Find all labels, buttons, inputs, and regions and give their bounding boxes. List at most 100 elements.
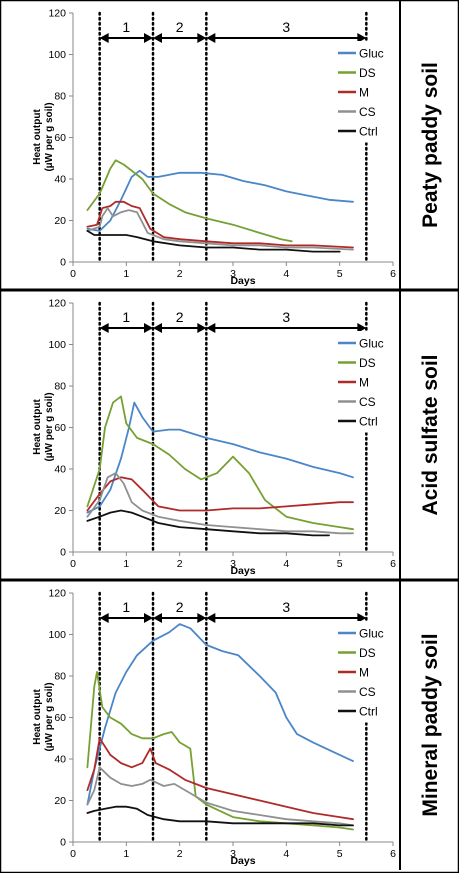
phase-arrowhead-left xyxy=(99,613,109,623)
y-tick-label: 0 xyxy=(60,547,66,559)
x-tick-label: 2 xyxy=(177,848,183,860)
legend: Gluc DS M CS Ctrl xyxy=(334,41,392,143)
y-axis-label-line: Heat output xyxy=(32,689,43,745)
series-line-m xyxy=(86,200,354,249)
legend-label: Ctrl xyxy=(359,415,378,429)
phase-arrowhead-right xyxy=(144,33,153,43)
y-tick-label: 60 xyxy=(54,132,66,144)
phase-arrowhead-right xyxy=(357,33,367,43)
x-axis-label: Days xyxy=(230,565,255,577)
x-tick-label: 1 xyxy=(123,268,129,280)
y-axis-label: Heat output(µW per g soil) xyxy=(32,102,55,171)
y-tick-label: 0 xyxy=(60,837,66,849)
x-tick-label: 2 xyxy=(177,558,183,570)
legend-label: Gluc xyxy=(359,47,384,61)
legend-label: Gluc xyxy=(359,337,384,351)
x-tick-label: 5 xyxy=(337,268,343,280)
legend-label: M xyxy=(359,666,369,680)
y-tick-label: 80 xyxy=(54,91,66,103)
y-axis-label-line: (µW per g soil) xyxy=(44,682,55,751)
legend-label: M xyxy=(359,86,369,100)
y-tick-label: 20 xyxy=(54,505,66,517)
series-line-m xyxy=(86,737,354,821)
y-tick-label: 100 xyxy=(48,49,66,61)
phase-arrowhead-right xyxy=(197,323,207,333)
legend-label: DS xyxy=(359,646,376,660)
y-axis-label-line: Heat output xyxy=(32,399,43,455)
y-tick-label: 40 xyxy=(54,464,66,476)
phase-arrowhead-right xyxy=(197,33,207,43)
legend-label: M xyxy=(359,376,369,390)
y-tick-label: 80 xyxy=(54,381,66,393)
phase-arrowhead-left xyxy=(206,33,216,43)
y-tick-label: 60 xyxy=(54,712,66,724)
phase-arrowhead-left xyxy=(153,613,162,623)
series-line-gluc xyxy=(86,401,354,514)
legend: Gluc DS M CS Ctrl xyxy=(334,331,392,433)
legend-label: DS xyxy=(359,356,376,370)
series-line-ctrl xyxy=(86,229,341,253)
panel-1: 0 20 40 60 80 100 120 0 1 2 3 4 5 6 Days Heat output(µW… xyxy=(32,0,442,290)
y-tick-label: 80 xyxy=(54,671,66,683)
x-tick-label: 0 xyxy=(70,848,76,860)
series-line-ds xyxy=(86,395,354,531)
phase-arrowhead-left xyxy=(153,33,162,43)
x-tick-label: 6 xyxy=(390,268,396,280)
phase-arrowhead-right xyxy=(144,613,153,623)
series-line-ds xyxy=(86,159,293,243)
phase-arrowhead-right xyxy=(357,323,367,333)
legend-label: Gluc xyxy=(359,627,384,641)
x-tick-label: 3 xyxy=(230,558,236,570)
phase-arrowhead-right xyxy=(144,323,153,333)
panel-label: Mineral paddy soil xyxy=(419,633,442,816)
panel-2: 0 20 40 60 80 100 120 0 1 2 3 4 5 6 Days Heat output(µW… xyxy=(0,288,459,580)
legend: Gluc DS M CS Ctrl xyxy=(334,621,392,723)
phase-arrowhead-left xyxy=(99,33,109,43)
x-axis-label: Days xyxy=(230,855,255,867)
series-line-gluc xyxy=(86,623,354,806)
panel-3: 0 20 40 60 80 100 120 0 1 2 3 4 5 6 Days Heat output(µW… xyxy=(0,578,459,870)
phase-arrowhead-left xyxy=(206,613,216,623)
x-tick-label: 3 xyxy=(230,268,236,280)
y-tick-label: 40 xyxy=(54,174,66,186)
y-tick-label: 120 xyxy=(48,298,66,310)
x-axis-label: Days xyxy=(230,275,255,287)
phase-arrowhead-left xyxy=(206,323,216,333)
y-axis-label-line: (µW per g soil) xyxy=(44,392,55,461)
phase-arrowhead-left xyxy=(153,323,162,333)
phase-label: 2 xyxy=(176,599,184,615)
y-tick-label: 100 xyxy=(48,339,66,351)
y-tick-label: 120 xyxy=(48,588,66,600)
series-line-cs xyxy=(86,472,354,535)
phase-arrowhead-left xyxy=(99,323,109,333)
y-tick-label: 40 xyxy=(54,754,66,766)
y-tick-label: 120 xyxy=(48,8,66,20)
legend-label: CS xyxy=(359,395,376,409)
phase-label: 1 xyxy=(122,599,130,615)
phase-label: 2 xyxy=(176,19,184,35)
series-line-ctrl xyxy=(86,509,330,537)
legend-label: DS xyxy=(359,66,376,80)
series-line-ctrl xyxy=(86,805,354,827)
y-tick-label: 100 xyxy=(48,629,66,641)
panel-label: Acid sulfate soil xyxy=(419,354,442,515)
x-tick-label: 0 xyxy=(70,558,76,570)
phase-label: 1 xyxy=(122,309,130,325)
legend-label: Ctrl xyxy=(359,705,378,719)
y-tick-label: 20 xyxy=(54,215,66,227)
y-axis-label: Heat output(µW per g soil) xyxy=(32,682,55,751)
series-line-gluc xyxy=(86,169,354,232)
x-tick-label: 6 xyxy=(390,558,396,570)
y-axis-label-line: (µW per g soil) xyxy=(44,102,55,171)
x-tick-label: 5 xyxy=(337,848,343,860)
phase-label: 2 xyxy=(176,309,184,325)
panel-label: Peaty paddy soil xyxy=(419,62,442,228)
x-tick-label: 6 xyxy=(390,848,396,860)
phase-label: 3 xyxy=(282,19,290,35)
series-line-cs xyxy=(86,766,354,827)
x-tick-label: 1 xyxy=(123,848,129,860)
x-tick-label: 2 xyxy=(177,268,183,280)
y-tick-label: 20 xyxy=(54,795,66,807)
x-tick-label: 4 xyxy=(283,268,289,280)
